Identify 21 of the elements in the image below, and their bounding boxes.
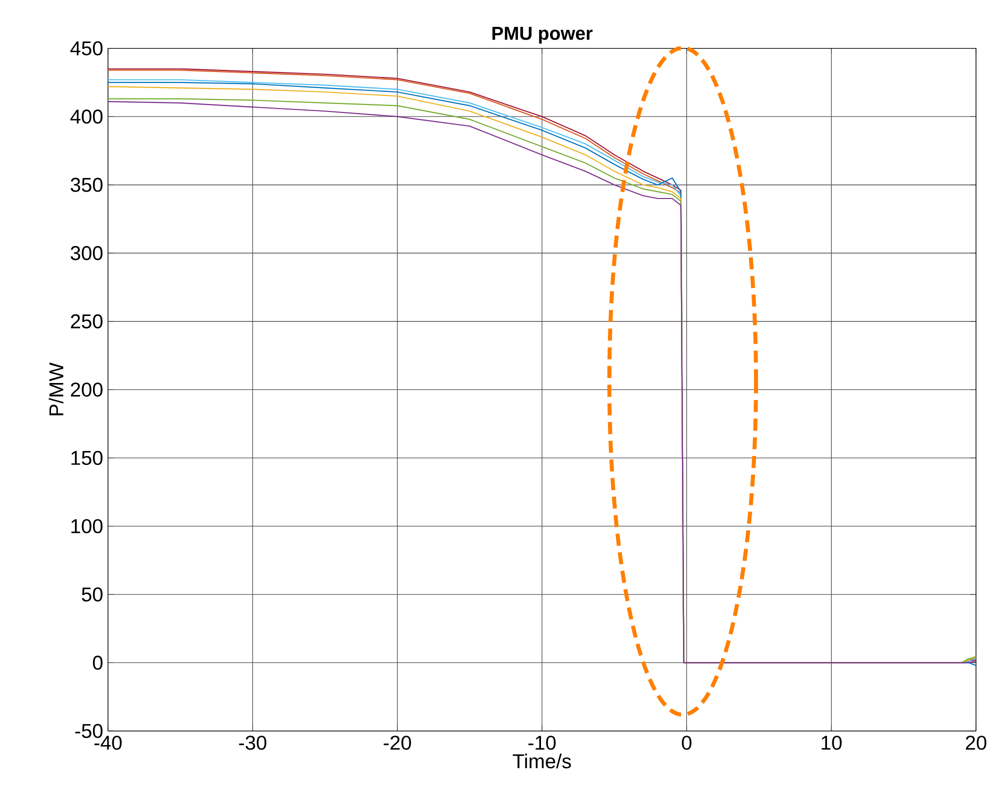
x-tick-label: -10 <box>528 736 556 750</box>
y-tick-label: 350 <box>70 178 102 192</box>
y-tick-label: 450 <box>70 41 102 56</box>
chart-title: PMU power <box>492 26 593 44</box>
x-tick-label: 0 <box>682 736 692 750</box>
x-axis-title: Time/s <box>512 754 571 768</box>
y-tick-label: 200 <box>70 382 102 397</box>
y-tick-label: 250 <box>70 314 102 328</box>
y-tick-label: 0 <box>92 656 103 670</box>
x-tick-label: 20 <box>966 736 986 750</box>
y-tick-label: 400 <box>70 110 102 124</box>
x-tick-label: -40 <box>94 736 122 750</box>
y-tick-label: 50 <box>82 587 102 602</box>
y-tick-label: 100 <box>71 519 102 534</box>
y-axis-title: P/MW <box>48 362 64 416</box>
y-tick-label: 300 <box>70 246 102 260</box>
y-tick-label: -50 <box>75 724 102 738</box>
x-tick-label: -20 <box>384 736 411 750</box>
x-tick-label: -30 <box>239 736 266 750</box>
y-tick-label: 150 <box>71 450 102 465</box>
x-tick-label: 10 <box>822 736 842 750</box>
